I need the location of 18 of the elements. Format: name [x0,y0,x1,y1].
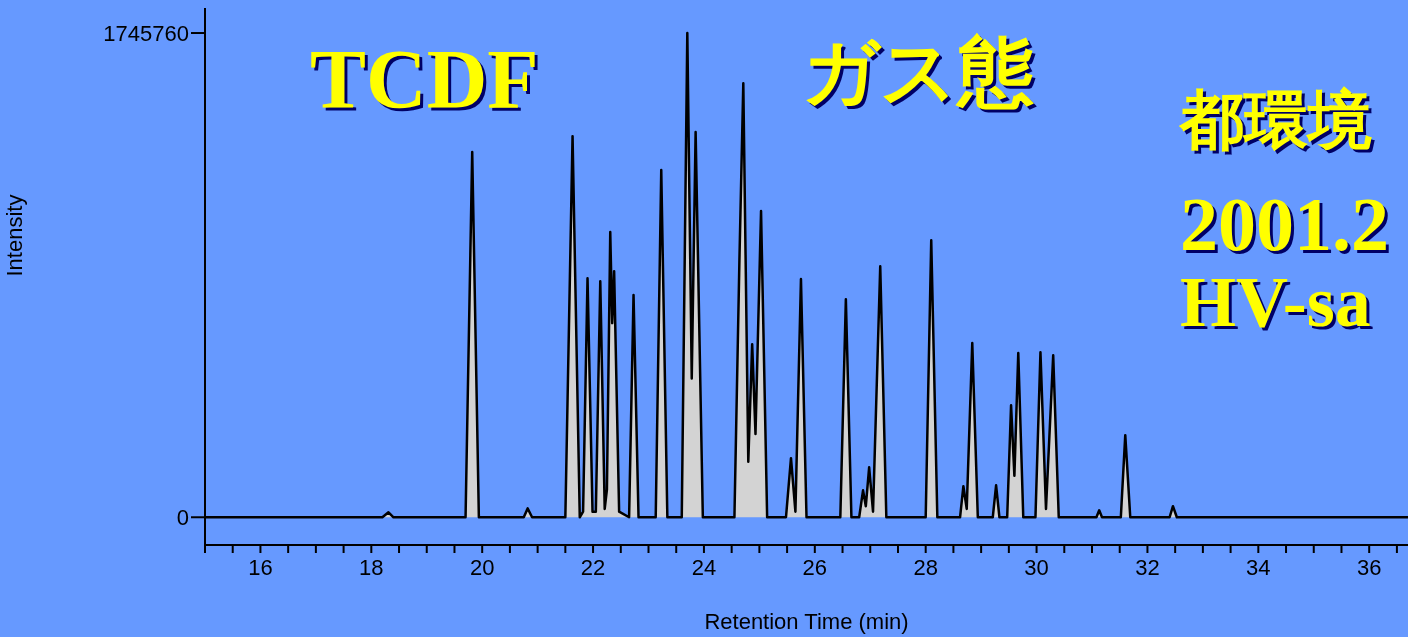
y-tick-label: 1745760 [103,20,189,46]
x-tick-label: 32 [1135,555,1160,580]
x-axis-title: Retention Time (min) [704,609,909,634]
x-tick-label: 28 [913,555,938,580]
x-tick-label: 30 [1024,555,1049,580]
y-axis-title: Intensity [1,194,27,277]
x-tick-label: 36 [1356,555,1382,580]
y-tick-label: 0 [176,505,189,531]
x-tick-label: 16 [248,555,273,580]
x-tick-label: 22 [580,555,606,580]
x-tick-label: 20 [469,555,495,580]
chart-subtitle: ガス態 [802,27,1034,116]
x-tick-label: 18 [359,555,384,580]
x-tick-label: 26 [802,555,828,580]
x-tick-label: 24 [691,555,717,580]
chart-title: TCDF [310,33,539,126]
annotation: 都環境 [1180,83,1372,157]
x-tick-label: 34 [1246,555,1271,580]
